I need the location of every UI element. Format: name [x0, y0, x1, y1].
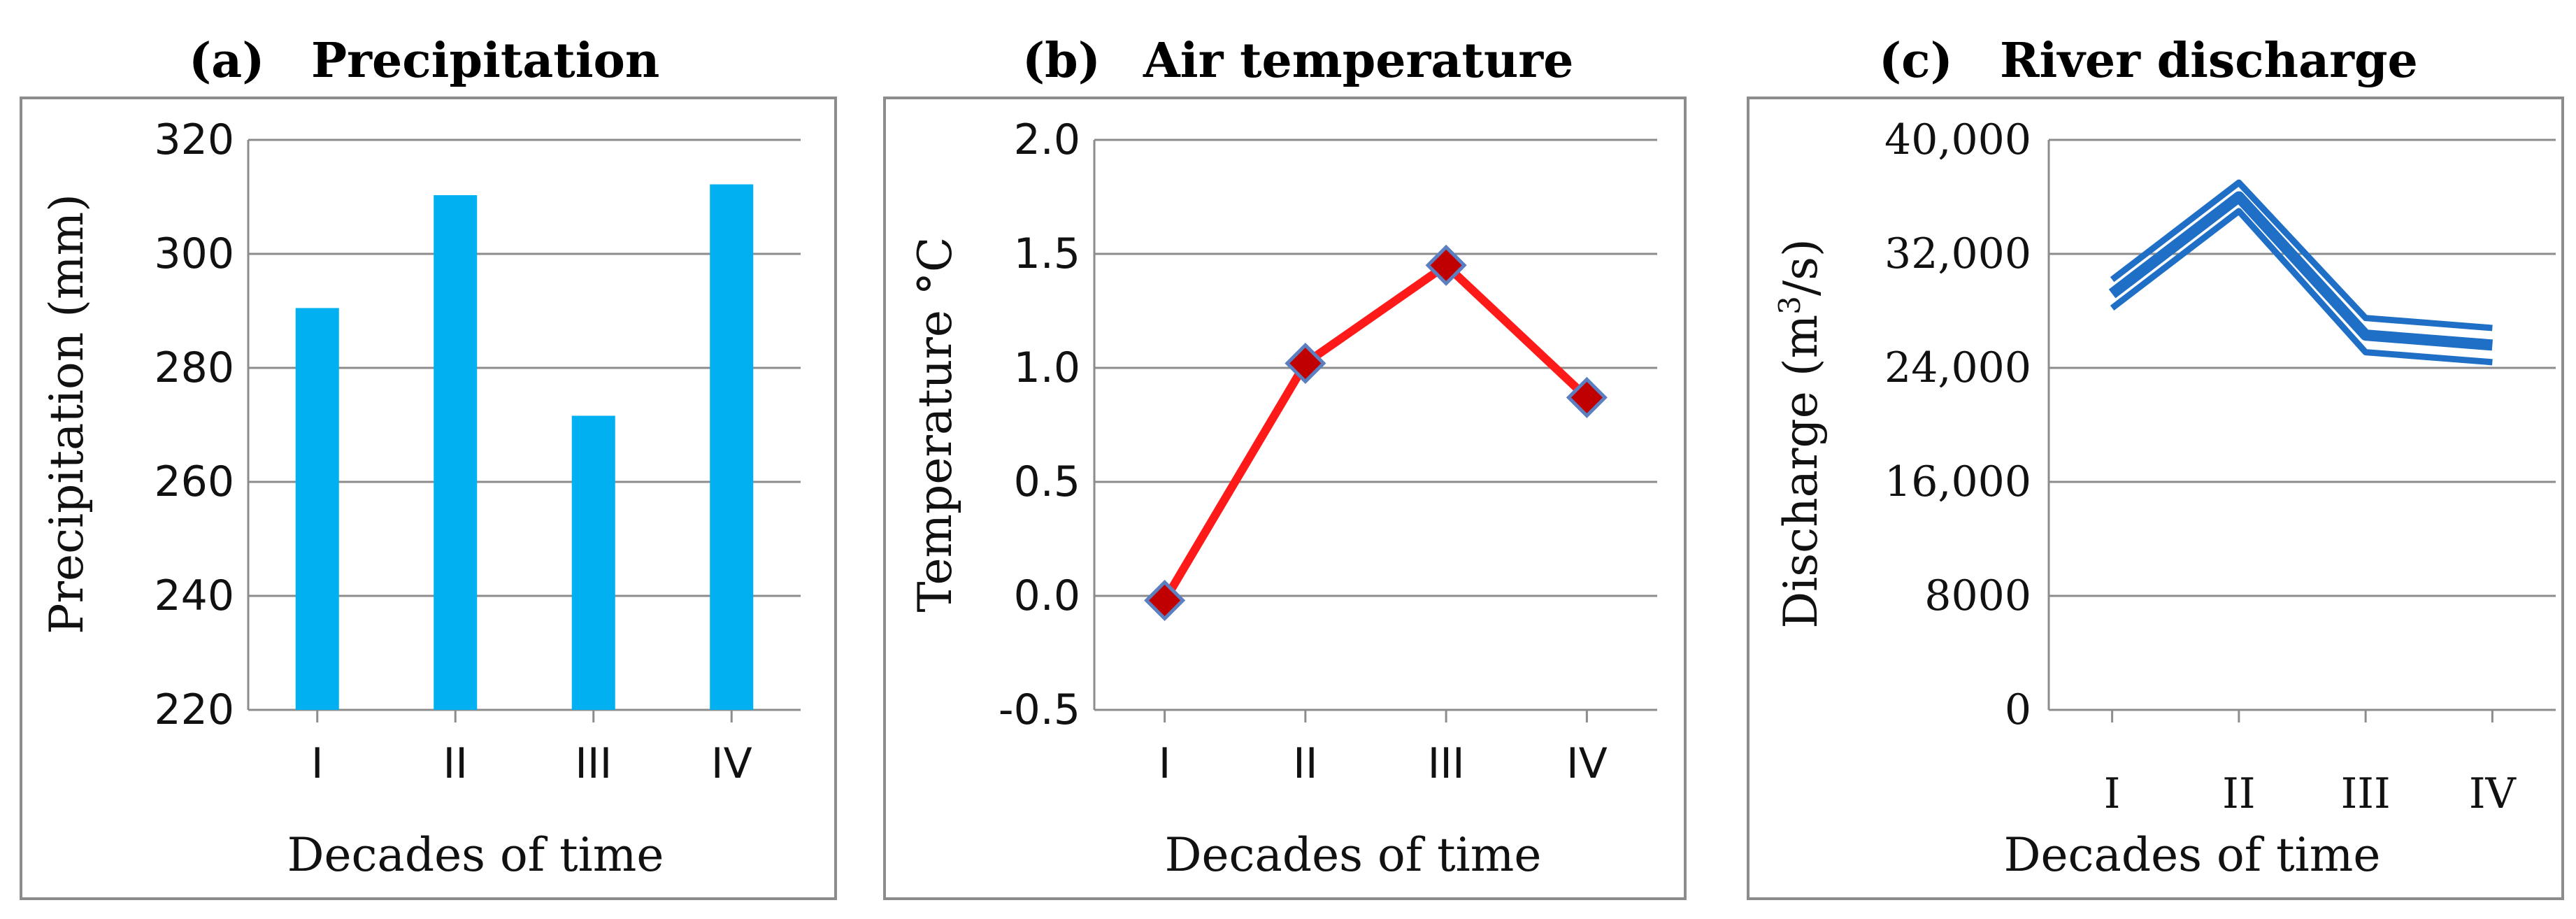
x-tick-label: II	[1293, 739, 1317, 788]
y-tick-label: 0.5	[1014, 457, 1080, 506]
y-tick-label: 8000	[1924, 571, 2031, 620]
x-tick-label: I	[2104, 769, 2121, 818]
panel-a-y-ticks: 220 240 260 280 300 320	[154, 115, 234, 734]
discharge-line-lower	[2110, 208, 2493, 366]
y-tick-label: 260	[154, 457, 234, 506]
panel-a-bars	[295, 184, 754, 710]
y-tick-label: 24,000	[1884, 343, 2031, 392]
x-tick-label: III	[1428, 739, 1465, 788]
marker-III	[1425, 244, 1467, 286]
panel-b-xlabel: Decades of time	[1165, 828, 1542, 882]
x-tick-label: IV	[2469, 769, 2517, 818]
y-tick-label: 300	[154, 229, 234, 278]
panel-a-gridlines	[247, 138, 801, 711]
bar-IV	[710, 184, 754, 710]
x-tick-label: III	[2341, 769, 2391, 818]
panel-a-title: Precipitation	[311, 33, 659, 89]
y-tick-label: 280	[154, 343, 234, 392]
panel-a-ylabel: Precipitation (mm)	[40, 194, 94, 634]
panel-c-series	[2108, 179, 2493, 366]
panel-c-letter: (c)	[1879, 33, 1953, 89]
marker-II	[1285, 342, 1326, 385]
y-tick-label: 1.5	[1014, 229, 1080, 278]
panel-b-title: Air temperature	[1143, 33, 1573, 89]
y-tick-label: 240	[154, 571, 234, 620]
panel-b-ylabel: Temperature °C	[908, 237, 962, 613]
panel-a-x-ticks: I II III IV	[311, 710, 752, 788]
panel-c-x-ticks: I II III IV	[2104, 710, 2517, 818]
y-tick-label: 220	[154, 685, 234, 734]
panel-b-series	[1144, 244, 1608, 622]
panel-c-title: River discharge	[2000, 33, 2418, 89]
panel-b-y-ticks: -0.5 0.0 0.5 1.0 1.5 2.0	[999, 115, 1080, 734]
y-tick-label: 1.0	[1014, 343, 1080, 392]
x-tick-label: II	[443, 739, 468, 788]
bar-III	[571, 415, 615, 710]
marker-IV	[1566, 376, 1608, 418]
panel-c-y-ticks: 0 8000 16,000 24,000 32,000 40,000	[1884, 115, 2031, 734]
panel-a-xlabel: Decades of time	[287, 828, 664, 882]
panel-b-gridlines	[1093, 138, 1657, 711]
y-tick-label: 40,000	[1884, 115, 2031, 164]
panel-c-xlabel: Decades of time	[2004, 828, 2381, 882]
discharge-line-upper	[2110, 179, 2493, 332]
panel-c-ylabel-suffix: /s)	[1774, 238, 1828, 296]
discharge-line-mean	[2108, 191, 2493, 351]
bar-I	[295, 308, 339, 710]
y-tick-label: 0	[2005, 685, 2031, 734]
x-tick-label: I	[1159, 739, 1171, 788]
panel-b-frame	[883, 97, 1687, 900]
marker-I	[1144, 579, 1186, 622]
panel-c: (c) River discharge 0 8000 16,000 24,000 32,…	[1747, 33, 2564, 900]
x-tick-label: IV	[1566, 739, 1608, 788]
panel-c-ylabel: Discharge (m3/s)	[1773, 238, 1829, 628]
x-tick-label: I	[311, 739, 324, 788]
y-tick-label: 32,000	[1884, 229, 2031, 278]
y-tick-label: 320	[154, 115, 234, 164]
panel-c-ylabel-prefix: Discharge (m	[1774, 315, 1828, 629]
panel-b-x-ticks: I II III IV	[1159, 710, 1608, 788]
y-tick-label: -0.5	[999, 685, 1080, 734]
y-tick-label: 2.0	[1014, 115, 1080, 164]
temperature-line	[1161, 261, 1590, 603]
y-tick-label: 16,000	[1884, 457, 2031, 506]
x-tick-label: III	[575, 739, 612, 788]
panel-a-frame	[20, 97, 837, 900]
panel-b-letter: (b)	[1022, 33, 1101, 89]
x-tick-label: II	[2222, 769, 2255, 818]
bar-II	[434, 195, 478, 710]
panel-b: (b) Air temperature -0.50.00.51.01.52.0 …	[883, 33, 1687, 900]
y-tick-label: 0.0	[1014, 571, 1080, 620]
panel-c-ylabel-sup: 3	[1773, 296, 1807, 315]
panel-a-letter: (a)	[189, 33, 264, 89]
x-tick-label: IV	[711, 739, 752, 788]
panel-c-gridlines	[2047, 138, 2556, 711]
panel-c-frame	[1747, 97, 2564, 900]
